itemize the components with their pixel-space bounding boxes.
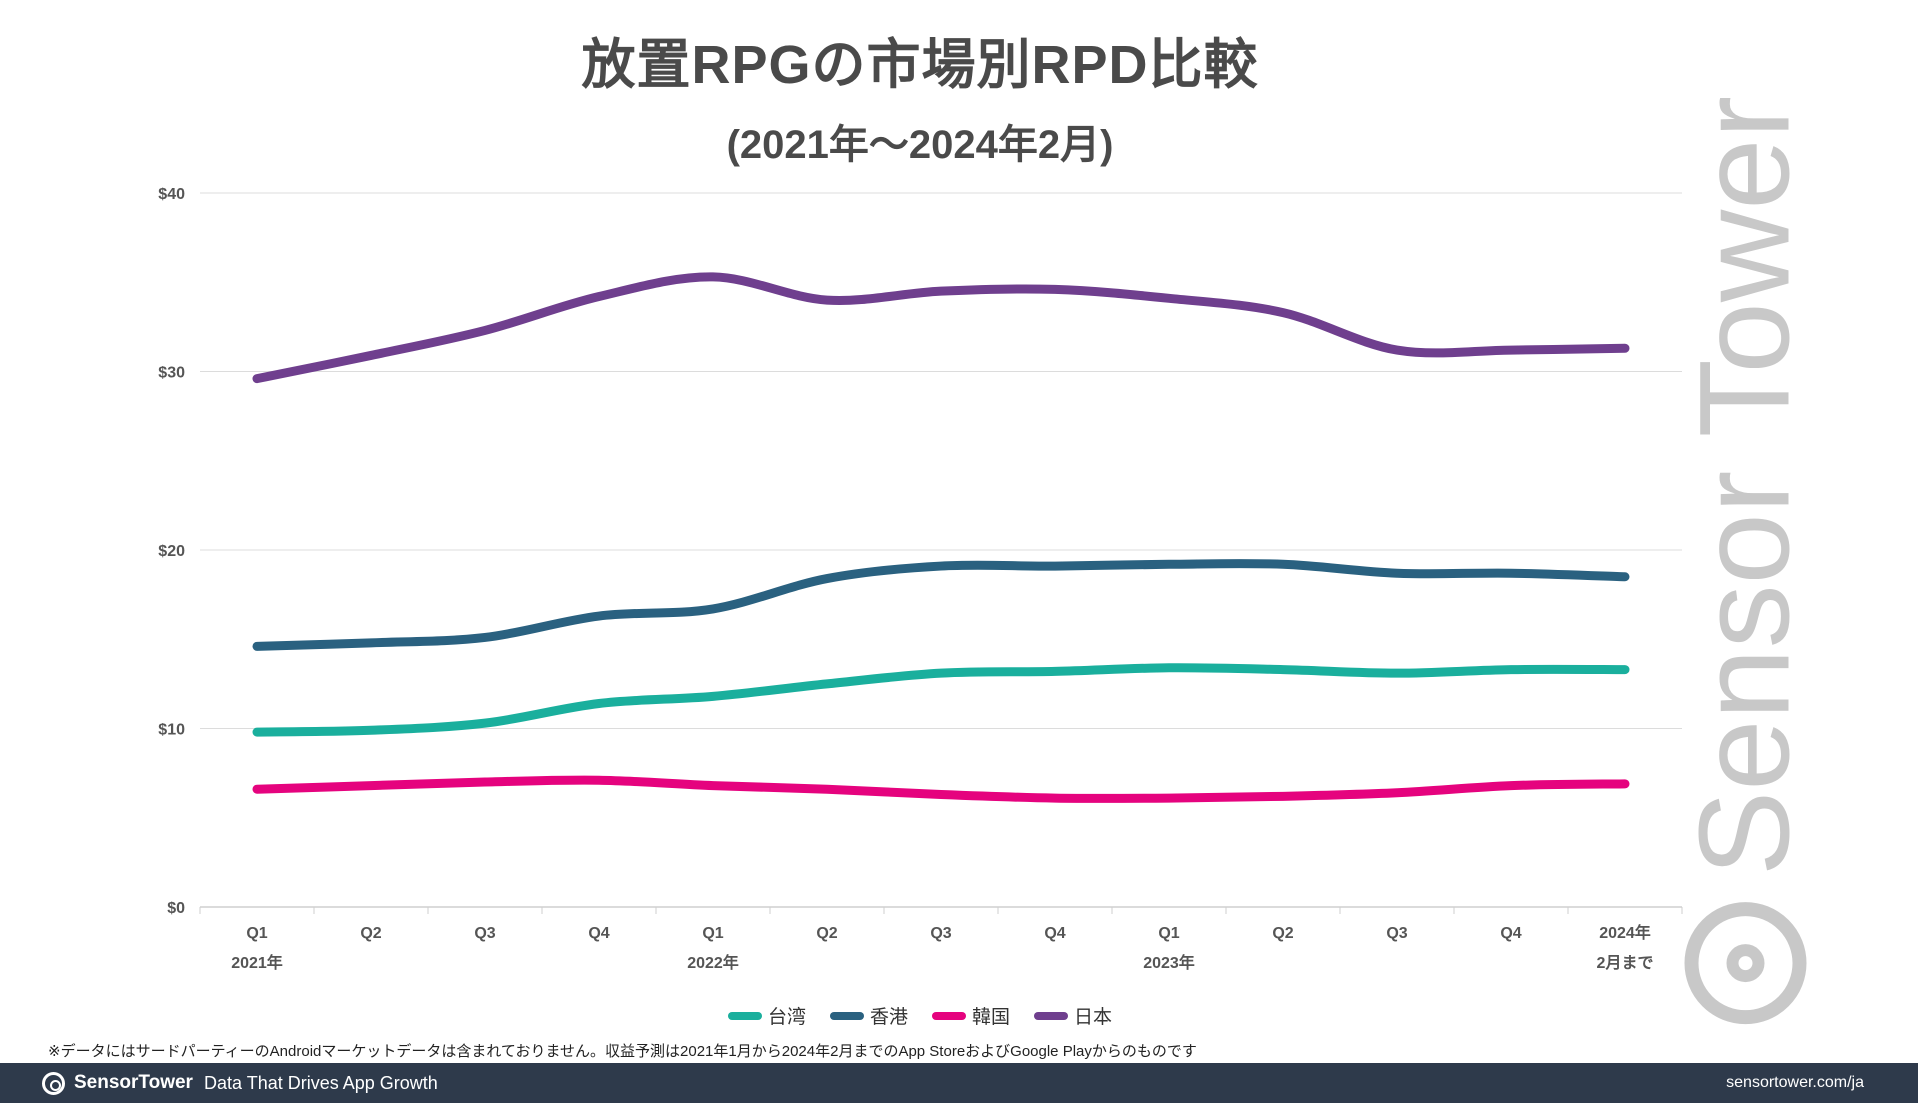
x-tick-label: Q1 <box>702 925 723 942</box>
sensor-tower-logo-icon <box>42 1072 65 1095</box>
series-line-hongkong <box>252 559 1630 651</box>
footer-url[interactable]: sensortower.com/ja <box>1726 1074 1864 1091</box>
legend-item-japan: 日本 <box>1034 1002 1112 1029</box>
y-tick-label: $10 <box>158 722 185 739</box>
legend-swatch-japan <box>1034 1011 1069 1020</box>
data-footnote: ※データにはサードパーティーのAndroidマーケットデータは含まれておりません… <box>48 1043 1197 1060</box>
x-tick-label: Q4 <box>1500 925 1521 942</box>
x-tick-label-year: 2月まで <box>1597 954 1654 972</box>
rpd-line-chart: $0 $10 $20 $30 $40 Q1 2021年 Q2 Q3 Q4 Q1 2022年 Q2 Q3 Q4… <box>158 186 1683 972</box>
x-tick-label: Q4 <box>1044 925 1065 942</box>
x-tick-label: Q2 <box>816 925 837 942</box>
x-tick-label: Q1 <box>1158 925 1179 942</box>
footer-brand: SensorTower <box>74 1072 193 1093</box>
y-tick-label: $20 <box>158 543 185 560</box>
y-tick-label: $30 <box>158 365 185 382</box>
x-tick-label: Q4 <box>588 925 609 942</box>
legend-swatch-hongkong <box>829 1011 864 1020</box>
legend-label: 日本 <box>1074 1007 1113 1028</box>
x-tick-label: 2024年 <box>1599 923 1651 942</box>
y-tick-label: $0 <box>167 900 185 917</box>
legend-item-hongkong: 香港 <box>829 1002 908 1029</box>
x-tick-label-year: 2023年 <box>1143 953 1195 972</box>
chart-title: 放置RPGの市場別RPD比較 <box>581 35 1259 95</box>
chart-legend: 台湾 香港 韓国 日本 <box>0 1002 1840 1029</box>
legend-label: 台湾 <box>767 1007 806 1028</box>
y-tick-label: $40 <box>158 186 185 203</box>
footer-bar: SensorTower Data That Drives App Growth … <box>0 1063 1918 1103</box>
legend-label: 韓国 <box>972 1007 1011 1028</box>
x-tick-label-year: 2021年 <box>231 953 283 972</box>
legend-swatch-korea <box>932 1011 966 1020</box>
series-line-japan <box>252 272 1630 384</box>
legend-label: 香港 <box>869 1007 908 1028</box>
series-line-korea <box>252 775 1630 803</box>
legend-item-korea: 韓国 <box>932 1002 1010 1029</box>
x-tick-label: Q3 <box>474 925 495 942</box>
chart-subtitle: (2021年～2024年2月) <box>726 123 1114 167</box>
x-tick-label: Q2 <box>360 925 381 942</box>
x-tick-label: Q1 <box>246 925 267 942</box>
legend-item-taiwan: 台湾 <box>727 1002 806 1029</box>
x-tick-label: Q2 <box>1272 925 1293 942</box>
x-tick-label-year: 2022年 <box>687 953 739 972</box>
x-tick-label: Q3 <box>1386 925 1407 942</box>
footer-tagline: Data That Drives App Growth <box>204 1073 438 1093</box>
legend-swatch-taiwan <box>727 1011 762 1020</box>
x-tick-label: Q3 <box>930 925 951 942</box>
series-line-taiwan <box>252 663 1630 737</box>
